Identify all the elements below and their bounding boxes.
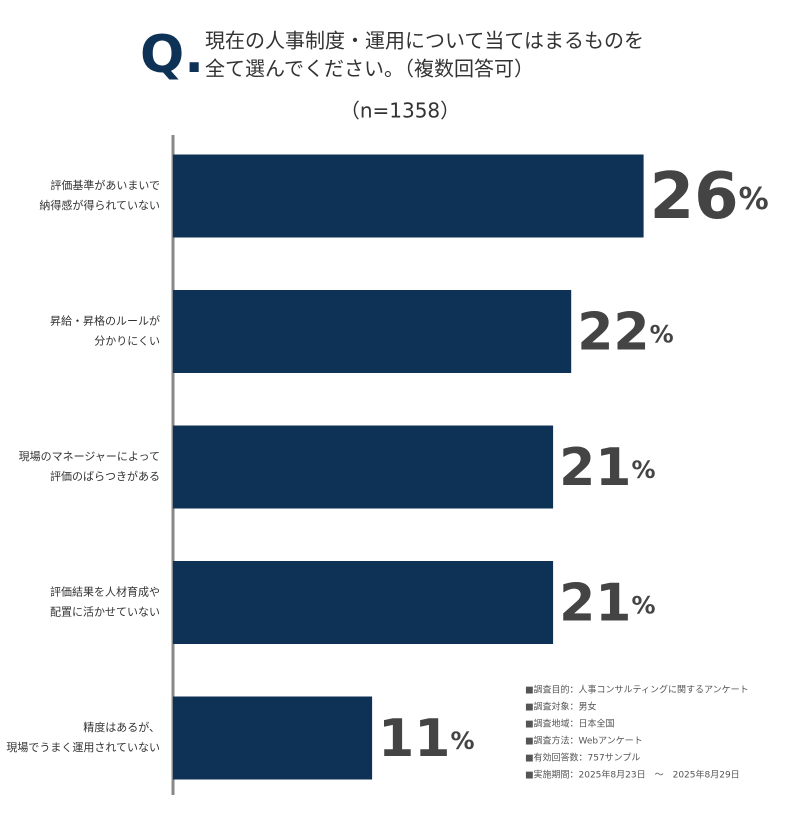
subtitle: （n=1358） (340, 99, 460, 123)
bar (173, 154, 644, 238)
category-label: 現場でうまく運用されていない (6, 741, 160, 754)
value-label: 11% (378, 709, 474, 769)
value-label: 21% (559, 438, 655, 498)
note: ■有効回答数：757サンプル (525, 752, 640, 764)
bar (173, 425, 554, 509)
category-label: 配置に活かせていない (50, 606, 160, 619)
chart-title: 現在の人事制度・運用について当てはまるものを (205, 29, 644, 53)
value-label: 21% (559, 574, 655, 634)
category-label: 評価基準があいまいで (50, 178, 160, 192)
title-marker: Q. (140, 25, 204, 85)
category-label: 分かりにくい (94, 335, 160, 348)
note: ■調査対象：男女 (525, 701, 597, 713)
category-label: 精度はあるが、 (83, 720, 160, 734)
category-label: 評価のばらつきがある (50, 469, 160, 483)
bar (173, 696, 373, 780)
value-label: 22% (577, 303, 673, 363)
note: ■調査方法：Webアンケート (525, 735, 643, 747)
bar (173, 561, 554, 644)
category-label: 評価結果を人材育成や (50, 585, 160, 599)
value-label: 26% (650, 160, 769, 234)
note: ■調査目的：人事コンサルティングに関するアンケート (525, 684, 749, 696)
category-label: 昇給・昇格のルールが (50, 314, 160, 328)
note: ■実施期間：2025年8月23日 ～ 2025年8月29日 (525, 769, 740, 781)
category-label: 納得感が得られていない (39, 198, 160, 212)
chart-title: 全て選んでください。（複数回答可） (205, 57, 534, 81)
note: ■調査地域：日本全国 (525, 718, 615, 730)
category-label: 現場のマネージャーによって (19, 450, 160, 463)
bar (173, 290, 572, 373)
